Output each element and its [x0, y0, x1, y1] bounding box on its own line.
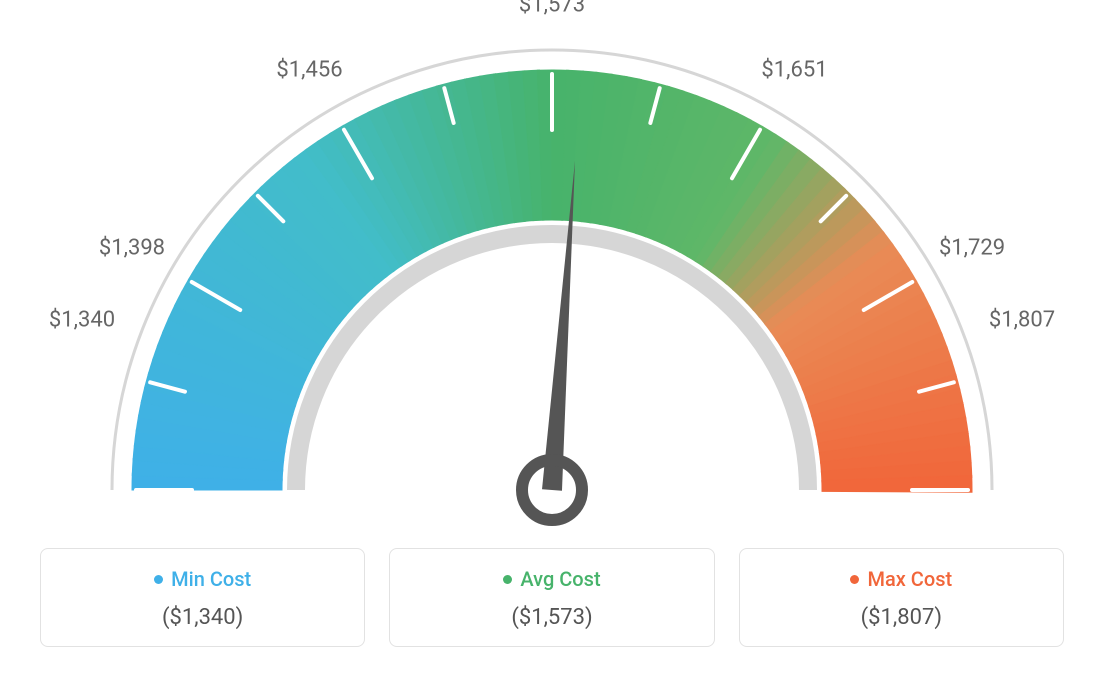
- min-cost-title: Min Cost: [154, 567, 251, 591]
- gauge-svg: [0, 0, 1104, 540]
- gauge-chart: $1,340 $1,398 $1,456 $1,573 $1,651 $1,729 $1,8…: [0, 0, 1104, 540]
- avg-cost-value: ($1,573): [402, 605, 701, 630]
- dot-icon: [850, 575, 859, 584]
- avg-cost-label: Avg Cost: [520, 567, 600, 591]
- gauge-tick-label: $1,729: [939, 235, 1005, 260]
- dot-icon: [154, 575, 163, 584]
- gauge-tick-label: $1,340: [49, 308, 115, 333]
- min-cost-label: Min Cost: [171, 567, 251, 591]
- summary-cards: Min Cost ($1,340) Avg Cost ($1,573) Max …: [0, 548, 1104, 647]
- avg-cost-card: Avg Cost ($1,573): [389, 548, 714, 647]
- gauge-tick-label: $1,807: [989, 308, 1055, 333]
- max-cost-title: Max Cost: [850, 567, 952, 591]
- min-cost-card: Min Cost ($1,340): [40, 548, 365, 647]
- avg-cost-title: Avg Cost: [503, 567, 600, 591]
- gauge-tick-label: $1,456: [276, 57, 342, 82]
- max-cost-card: Max Cost ($1,807): [739, 548, 1064, 647]
- dot-icon: [503, 575, 512, 584]
- gauge-tick-label: $1,398: [99, 235, 165, 260]
- gauge-tick-label: $1,573: [519, 0, 585, 18]
- max-cost-value: ($1,807): [752, 605, 1051, 630]
- min-cost-value: ($1,340): [53, 605, 352, 630]
- gauge-tick-label: $1,651: [761, 57, 827, 82]
- max-cost-label: Max Cost: [867, 567, 952, 591]
